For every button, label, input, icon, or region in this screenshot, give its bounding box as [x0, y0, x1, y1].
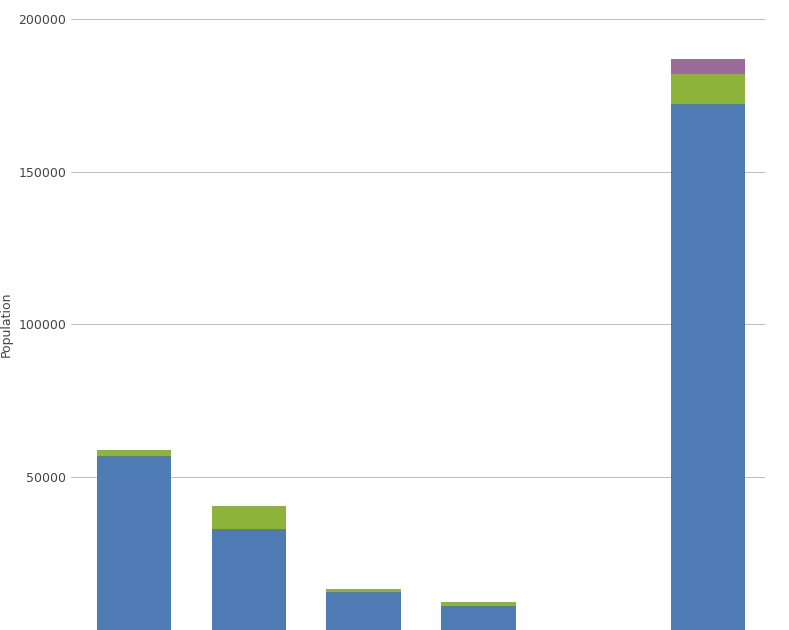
Bar [211, 529, 286, 630]
Bar [211, 507, 286, 529]
Bar [441, 605, 516, 630]
Y-axis label: Population: Population [0, 292, 13, 357]
Bar [671, 105, 746, 630]
Bar [97, 450, 171, 456]
Bar [671, 59, 746, 74]
Bar [97, 456, 171, 630]
Bar [327, 589, 401, 592]
Bar [441, 602, 516, 605]
Bar [327, 592, 401, 630]
Bar [671, 74, 746, 105]
